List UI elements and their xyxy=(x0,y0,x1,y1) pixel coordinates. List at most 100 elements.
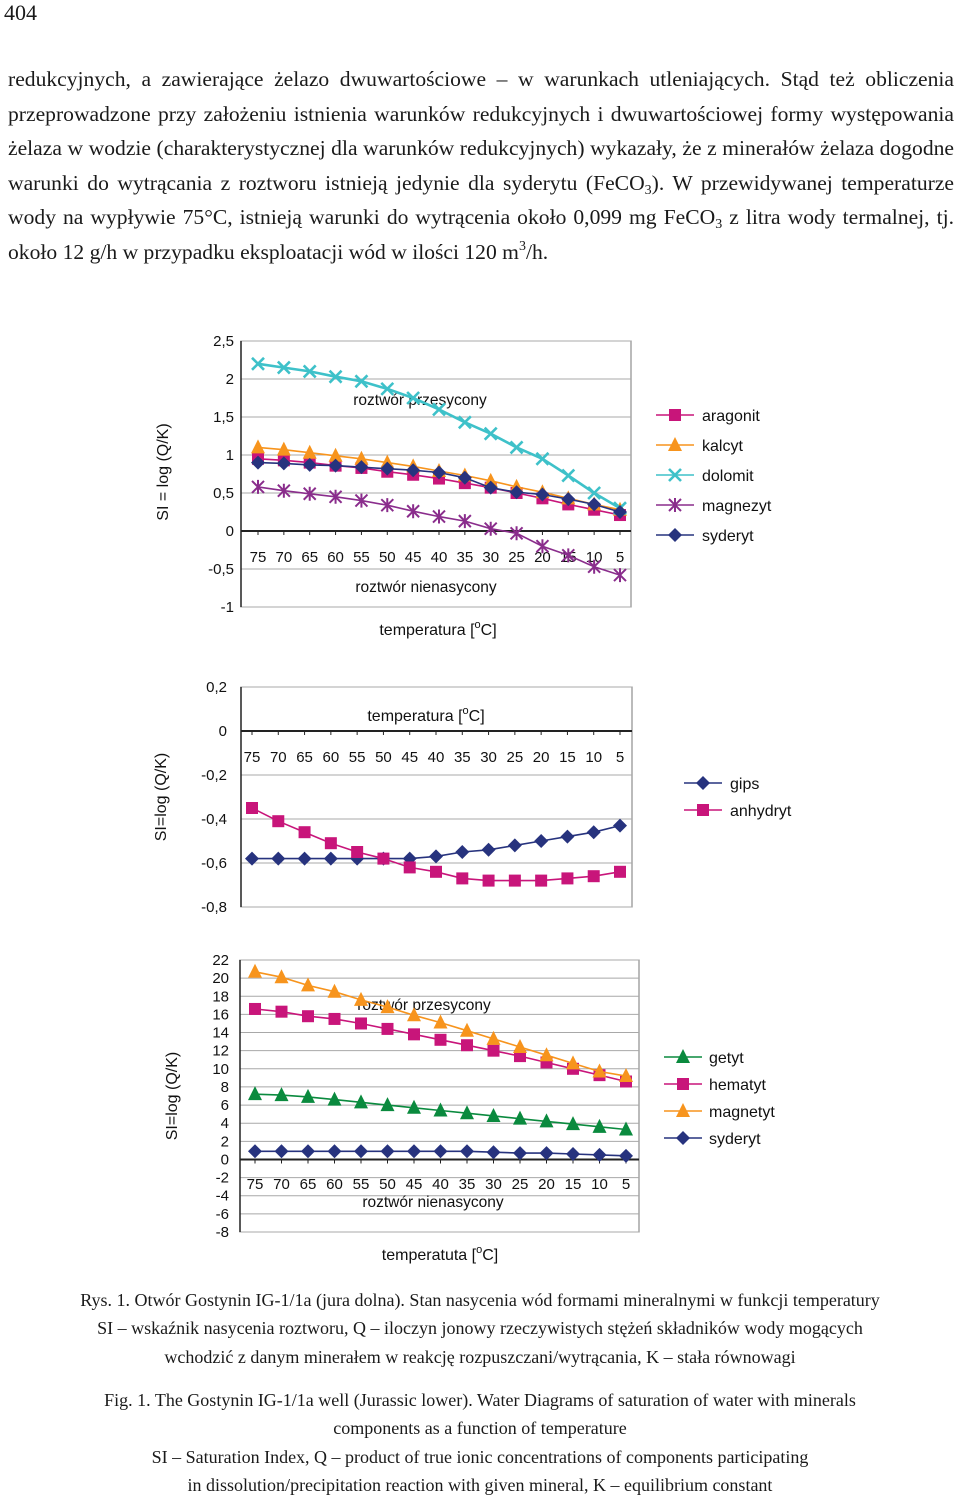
caption-english: Fig. 1. The Gostynin IG-1/1a well (Juras… xyxy=(10,1386,950,1500)
x-tick-label: 30 xyxy=(482,549,499,566)
data-point-anhydryt xyxy=(614,865,626,878)
superscript-3: 3 xyxy=(518,238,526,254)
data-point-getyt xyxy=(486,1107,501,1122)
x-tick-label: 55 xyxy=(349,749,366,766)
x-tick-label: 40 xyxy=(432,1176,449,1193)
data-point-magnezyt xyxy=(613,568,627,583)
data-point-kalcyt xyxy=(302,444,317,459)
data-point-syderyt xyxy=(276,456,291,471)
data-point-getyt xyxy=(354,1094,368,1109)
data-point-hematyt xyxy=(434,1033,447,1046)
x-tick-label: 5 xyxy=(616,549,624,566)
y-tick-label: -6 xyxy=(216,1206,229,1223)
x-tick-label: 50 xyxy=(379,549,396,566)
data-point-gips xyxy=(297,851,312,866)
data-point-getyt xyxy=(460,1105,474,1120)
x-tick-label: 40 xyxy=(431,549,448,566)
data-point-gips xyxy=(271,851,286,866)
body-paragraph: redukcyjnych, a zawierające żelazo dwuwa… xyxy=(8,62,954,270)
data-point-magnezyt xyxy=(251,479,265,494)
data-point-syderyt xyxy=(509,485,524,500)
paragraph-part-4: /h. xyxy=(525,239,549,264)
legend-item-syderyt: syderyt xyxy=(664,1131,761,1148)
data-point-magnetyt xyxy=(248,963,262,978)
data-point-syderyt xyxy=(460,1144,474,1159)
data-point-magnetyt xyxy=(354,991,368,1006)
legend-item-magnezyt: magnezyt xyxy=(656,498,772,515)
data-point-gips xyxy=(245,851,259,866)
data-point-magnetyt xyxy=(433,1014,448,1029)
data-point-magnezyt xyxy=(277,483,291,498)
legend-marker-hematyt xyxy=(677,1078,689,1090)
y-tick-label: 14 xyxy=(212,1025,229,1042)
x-tick-label: 70 xyxy=(273,1176,290,1193)
x-tick-label: 10 xyxy=(591,1176,608,1193)
legend-label: anhydryt xyxy=(730,803,792,820)
series-anhydryt xyxy=(246,802,626,887)
caption-pl-line-2: SI – wskaźnik nasycenia roztworu, Q – il… xyxy=(97,1318,863,1339)
paragraph-part-1: redukcyjnych, a zawierające żelazo dwuwa… xyxy=(8,67,954,195)
x-tick-label: 60 xyxy=(323,749,340,766)
data-point-hematyt xyxy=(328,1012,341,1025)
data-point-anhydryt xyxy=(508,874,521,887)
data-point-syderyt xyxy=(432,465,446,480)
data-point-anhydryt xyxy=(246,802,258,814)
legend-label: dolomit xyxy=(702,468,754,485)
y-tick-label: 0,2 xyxy=(206,679,227,696)
legend-label: aragonit xyxy=(702,408,760,425)
data-point-gips xyxy=(586,825,601,840)
data-point-kalcyt xyxy=(483,472,498,487)
y-tick-label: 0,5 xyxy=(213,485,234,502)
y-tick-label: 6 xyxy=(221,1097,229,1114)
data-point-syderyt xyxy=(539,1146,554,1161)
x-tick-label: 25 xyxy=(512,1176,529,1193)
data-point-anhydryt xyxy=(456,872,469,885)
legend-label: hematyt xyxy=(709,1077,766,1094)
data-point-magnetyt xyxy=(513,1039,527,1054)
data-point-getyt xyxy=(274,1087,289,1102)
x-tick-label: 10 xyxy=(585,749,602,766)
x-axis-title-text: temperatura [ xyxy=(367,708,463,725)
data-point-syderyt xyxy=(592,1147,607,1162)
x-tick-label: 25 xyxy=(508,549,525,566)
data-point-magnezyt xyxy=(587,559,601,574)
data-point-magnezyt xyxy=(406,504,420,519)
legend-marker-syderyt xyxy=(668,528,682,542)
y-axis-label: SI=log (Q/K) xyxy=(153,753,170,841)
data-point-kalcyt xyxy=(328,447,343,462)
data-point-syderyt xyxy=(251,455,265,470)
data-point-anhydryt xyxy=(535,874,548,887)
data-point-getyt xyxy=(407,1099,421,1114)
legend-marker-dolomit xyxy=(668,468,682,482)
data-point-magnetyt xyxy=(539,1047,554,1062)
data-point-anhydryt xyxy=(403,861,416,874)
y-tick-label: -0,6 xyxy=(201,855,227,872)
data-point-getyt xyxy=(248,1086,262,1101)
y-tick-label: 1,5 xyxy=(213,409,234,426)
y-tick-label: 8 xyxy=(221,1079,229,1096)
caption-en-line-2: components as a function of temperature xyxy=(333,1418,627,1439)
y-tick-label: -4 xyxy=(216,1188,229,1205)
y-tick-label: 10 xyxy=(212,1061,229,1078)
x-tick-label: 65 xyxy=(296,749,313,766)
legend-item-dolomit: dolomit xyxy=(656,468,754,485)
data-point-syderyt xyxy=(328,458,343,473)
chart-carbonates: 2,5 2 1,5 1 0,5 0 -0,5 -1 SI = log (Q/K) 75 70 65 60… xyxy=(155,333,772,639)
x-tick-label: 45 xyxy=(406,1176,423,1193)
x-tick-label: 15 xyxy=(565,1176,582,1193)
chart-sulfates: 0,2 0 -0,2 -0,4 -0,6 -0,8 SI=log (Q/K) 75 70 65 60… xyxy=(153,679,792,916)
x-axis-title-unit: C] xyxy=(481,622,497,639)
data-point-getyt xyxy=(301,1088,315,1103)
data-point-hematyt xyxy=(381,1022,394,1035)
data-point-gips xyxy=(507,838,522,853)
y-axis-label: SI=log (Q/K) xyxy=(164,1052,181,1140)
data-point-kalcyt xyxy=(276,441,291,456)
data-point-dolomit xyxy=(509,440,524,455)
legend-label: magnezyt xyxy=(702,498,772,515)
legend-item-anhydryt: anhydryt xyxy=(684,803,792,820)
x-axis-title-unit: C] xyxy=(469,708,485,725)
data-point-magnezyt xyxy=(535,539,550,554)
legend-label: kalcyt xyxy=(702,438,743,455)
data-point-syderyt xyxy=(274,1144,289,1159)
data-point-magnetyt xyxy=(619,1068,633,1083)
